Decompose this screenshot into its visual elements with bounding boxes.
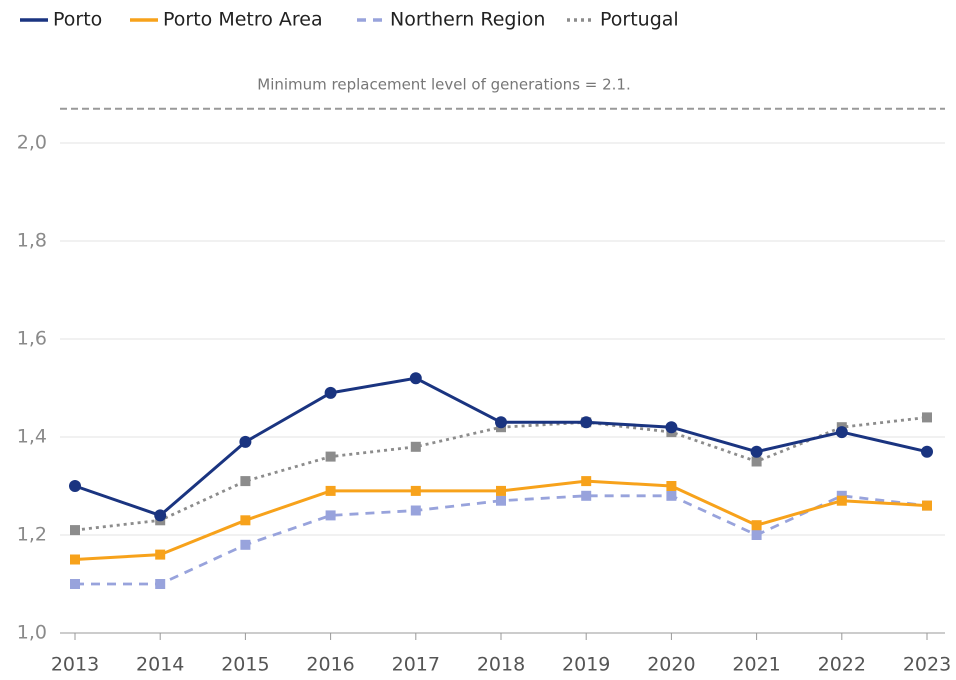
x-tick-label: 2017 bbox=[392, 654, 440, 676]
x-tick-label: 2021 bbox=[732, 654, 780, 676]
point bbox=[69, 480, 81, 492]
x-tick-label: 2019 bbox=[562, 654, 610, 676]
x-tick-label: 2022 bbox=[818, 654, 866, 676]
x-tick-label: 2023 bbox=[903, 654, 951, 676]
point bbox=[239, 435, 252, 448]
point bbox=[922, 500, 932, 511]
point bbox=[409, 372, 422, 385]
point bbox=[325, 510, 336, 521]
point bbox=[666, 481, 677, 491]
point bbox=[751, 520, 762, 531]
point bbox=[155, 549, 166, 560]
point bbox=[922, 412, 932, 423]
point bbox=[581, 476, 592, 487]
point bbox=[410, 505, 421, 516]
point bbox=[325, 451, 336, 462]
point bbox=[666, 490, 677, 501]
point bbox=[751, 530, 762, 540]
x-tick-label: 2014 bbox=[136, 654, 184, 676]
point bbox=[751, 456, 762, 467]
legend-label: Northern Region bbox=[390, 9, 545, 31]
point bbox=[750, 445, 763, 458]
point bbox=[580, 416, 593, 429]
point bbox=[836, 495, 847, 506]
y-tick-label: 1,6 bbox=[17, 328, 47, 350]
point bbox=[581, 490, 592, 501]
y-tick-label: 1,2 bbox=[17, 524, 47, 546]
point bbox=[70, 554, 80, 565]
point bbox=[324, 386, 337, 399]
point bbox=[921, 445, 933, 458]
point bbox=[665, 421, 678, 434]
point bbox=[70, 525, 80, 536]
point bbox=[70, 579, 80, 589]
point bbox=[240, 515, 251, 526]
y-tick-label: 1,8 bbox=[17, 230, 47, 252]
point bbox=[154, 509, 167, 522]
y-tick-label: 1,0 bbox=[17, 622, 47, 644]
reference-label: Minimum replacement level of generations… bbox=[257, 76, 630, 94]
x-tick-label: 2013 bbox=[51, 654, 99, 676]
point bbox=[240, 476, 251, 487]
point bbox=[835, 426, 848, 439]
point bbox=[496, 485, 506, 496]
legend-label: Porto bbox=[53, 9, 102, 31]
x-tick-label: 2015 bbox=[221, 654, 269, 676]
point bbox=[496, 495, 506, 506]
point bbox=[325, 485, 336, 496]
point bbox=[410, 485, 421, 496]
y-tick-label: 2,0 bbox=[17, 132, 47, 154]
x-tick-label: 2016 bbox=[306, 654, 354, 676]
point bbox=[495, 416, 507, 429]
point bbox=[410, 441, 421, 452]
x-tick-label: 2018 bbox=[477, 654, 525, 676]
legend-label: Porto Metro Area bbox=[163, 9, 323, 31]
x-tick-label: 2020 bbox=[647, 654, 695, 676]
point bbox=[240, 539, 251, 550]
point bbox=[155, 579, 166, 589]
legend-label: Portugal bbox=[600, 9, 679, 31]
series-line bbox=[75, 494, 928, 586]
y-tick-label: 1,4 bbox=[17, 426, 47, 448]
